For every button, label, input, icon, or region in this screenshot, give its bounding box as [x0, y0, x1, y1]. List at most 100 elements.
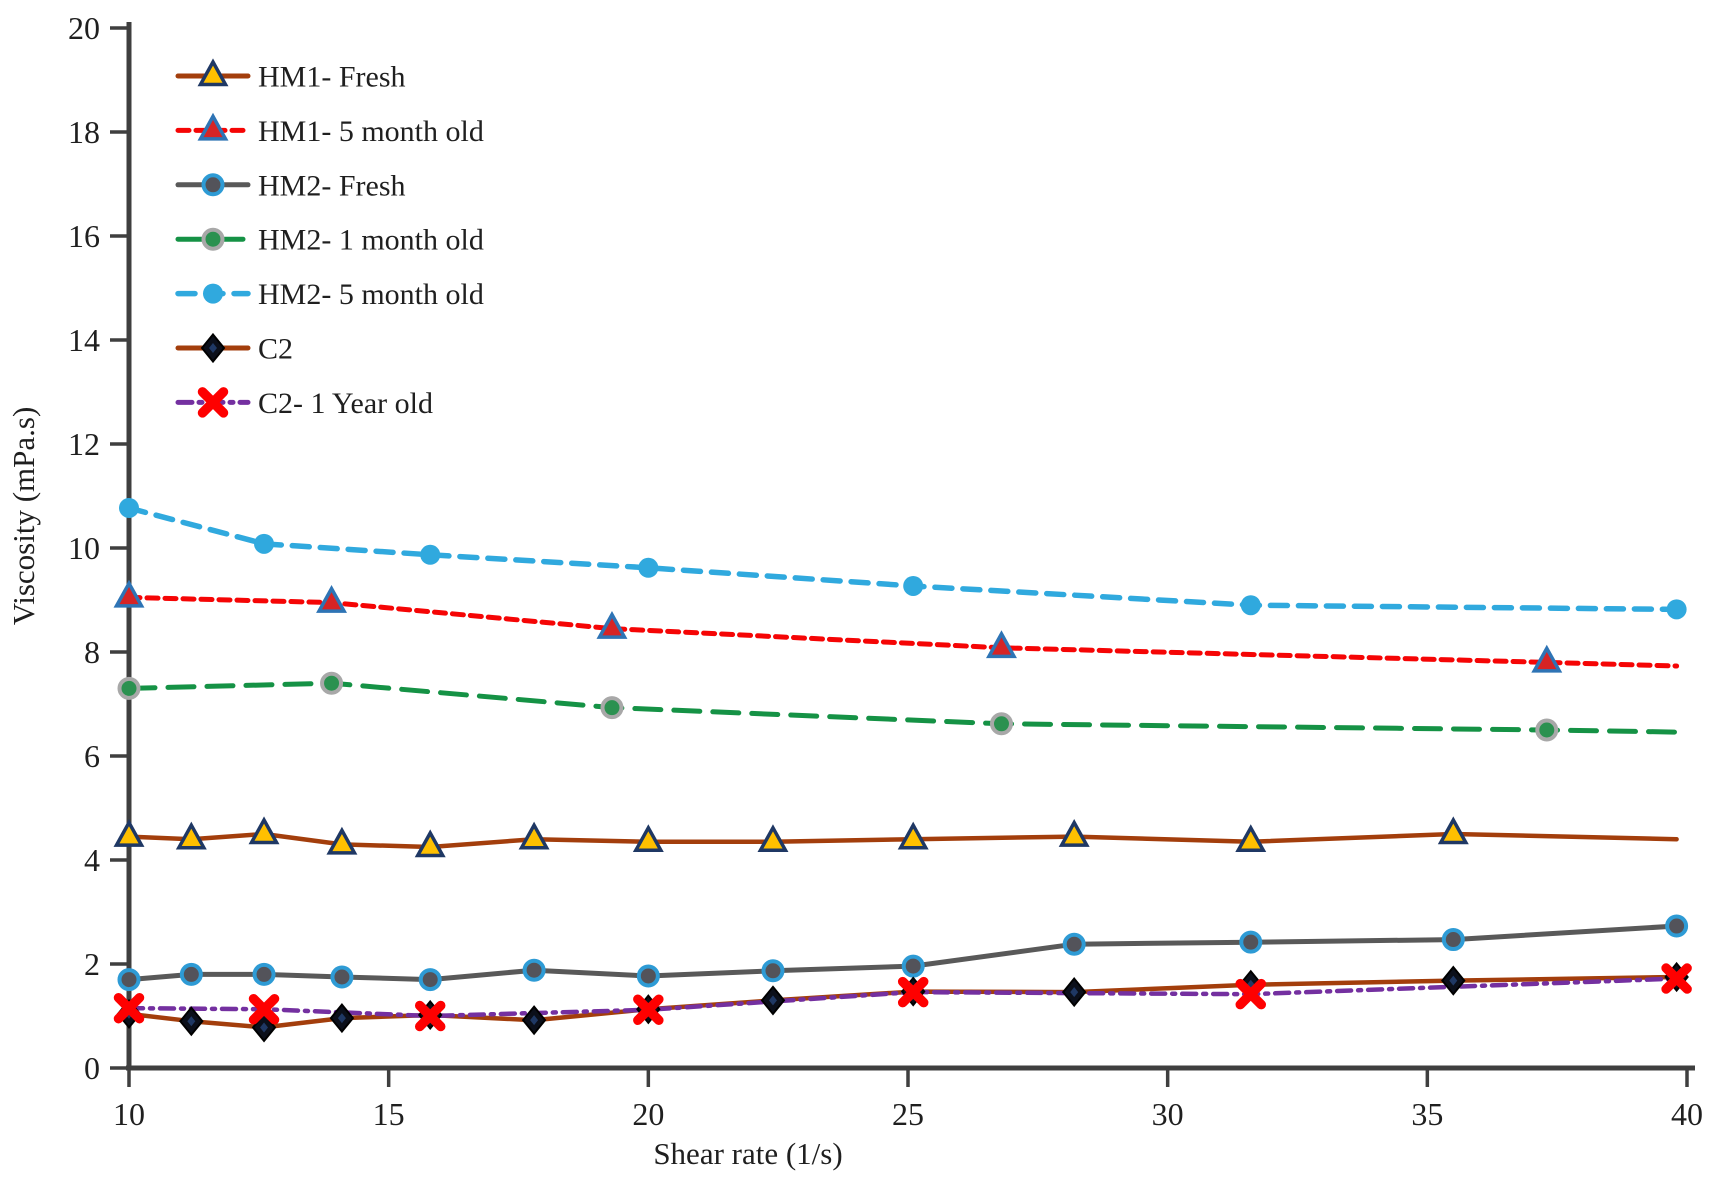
- legend-label: HM2- 1 month old: [258, 224, 484, 257]
- triangle-marker: [197, 112, 229, 141]
- x-marker: [197, 387, 229, 418]
- circle-marker: [638, 557, 659, 578]
- circle-marker: [201, 227, 225, 251]
- diamond-marker-center: [1070, 987, 1079, 998]
- triangle-marker: [1531, 644, 1563, 673]
- triangle-marker: [326, 826, 358, 855]
- x-marker: [1235, 978, 1267, 1010]
- diamond-marker-center: [1449, 975, 1458, 986]
- legend: HM1- Fresh HM1- 5 month old HM2- Fresh HM2-…: [175, 58, 484, 420]
- triangle-marker: [757, 824, 789, 853]
- triangle-marker: [175, 821, 207, 850]
- series-markers-layer: [113, 497, 1692, 1043]
- x-tick-label: 15: [373, 1096, 405, 1132]
- circle-marker: [901, 954, 925, 978]
- x-tick-label: 40: [1671, 1096, 1703, 1132]
- circle-marker: [254, 533, 275, 554]
- diamond-marker-center: [209, 343, 217, 353]
- legend-label: C2- 1 Year old: [258, 387, 433, 420]
- y-tick-label: 2: [84, 946, 100, 982]
- circle-marker: [636, 964, 660, 988]
- series-line-4: [126, 680, 1680, 735]
- triangle-marker: [1058, 818, 1090, 847]
- x-axis-title: Shear rate (1/s): [653, 1136, 842, 1171]
- circle-marker: [761, 959, 785, 983]
- circle-marker: [989, 712, 1013, 736]
- circle-marker: [1666, 599, 1687, 620]
- legend-label: HM2- Fresh: [258, 169, 406, 202]
- y-axis-title: Viscosity (mPa.s): [6, 407, 41, 626]
- circle-marker: [522, 958, 546, 982]
- circle-marker: [903, 575, 924, 596]
- triangle-marker: [596, 610, 628, 639]
- circle-marker: [1441, 928, 1465, 952]
- legend-item: HM1- Fresh: [175, 58, 406, 94]
- x-marker: [248, 993, 280, 1025]
- circle-marker: [1239, 930, 1263, 954]
- circle-marker: [1665, 914, 1689, 938]
- triangle-marker: [986, 630, 1017, 659]
- circle-marker: [201, 173, 225, 197]
- x-marker: [897, 976, 929, 1008]
- y-tick-label: 10: [68, 530, 100, 566]
- circle-marker: [600, 696, 624, 720]
- circle-marker: [330, 965, 354, 989]
- circle-marker: [117, 676, 141, 700]
- triangle-marker: [197, 58, 229, 87]
- circle-marker: [179, 962, 203, 986]
- circle-marker: [1240, 595, 1261, 616]
- legend-item: C2: [175, 333, 293, 366]
- series-line-5: [126, 505, 1680, 613]
- diamond-marker-center: [260, 1022, 269, 1033]
- y-tick-label: 18: [68, 114, 100, 150]
- circle-marker: [420, 544, 441, 565]
- triangle-marker: [113, 818, 145, 847]
- circle-marker: [119, 497, 139, 518]
- x-tick-label: 20: [632, 1096, 664, 1132]
- triangle-marker: [414, 829, 446, 858]
- legend-label: HM1- 5 month old: [258, 115, 484, 148]
- circle-marker: [1062, 932, 1086, 956]
- series-lines-layer: [126, 505, 1680, 1030]
- y-tick-label: 6: [84, 738, 100, 774]
- y-tick-label: 8: [84, 634, 100, 670]
- triangle-marker: [1437, 816, 1469, 845]
- legend-label: HM1- Fresh: [258, 61, 406, 94]
- legend-item: HM2- 5 month old: [175, 278, 484, 311]
- x-tick-label: 10: [113, 1096, 145, 1132]
- circle-marker: [203, 283, 223, 304]
- x-tick-label: 35: [1411, 1096, 1443, 1132]
- triangle-marker: [316, 584, 348, 613]
- diamond-marker-center: [187, 1016, 196, 1027]
- triangle-marker: [248, 816, 280, 845]
- triangle-marker: [518, 821, 550, 850]
- x-marker: [113, 992, 145, 1024]
- legend-item: HM1- 5 month old: [175, 112, 484, 148]
- triangle-marker: [113, 579, 145, 608]
- circle-marker: [320, 671, 344, 695]
- y-tick-label: 14: [68, 322, 100, 358]
- y-tick-label: 16: [68, 218, 100, 254]
- triangle-marker: [632, 824, 664, 853]
- legend-item: HM2- 1 month old: [175, 224, 484, 257]
- diamond-marker-center: [768, 995, 777, 1006]
- legend-label: C2: [258, 333, 293, 366]
- triangle-marker: [1235, 824, 1267, 853]
- diamond-marker-center: [337, 1013, 346, 1024]
- series-line-2: [126, 594, 1680, 669]
- circle-marker: [1535, 718, 1559, 742]
- circle-marker: [252, 962, 276, 986]
- y-tick-label: 0: [84, 1050, 100, 1086]
- x-tick-label: 25: [892, 1096, 924, 1132]
- x-marker: [633, 994, 664, 1026]
- legend-label: HM2- 5 month old: [258, 278, 484, 311]
- legend-item: HM2- Fresh: [175, 169, 406, 202]
- y-tick-label: 4: [84, 842, 100, 878]
- circle-marker: [418, 968, 442, 992]
- x-tick-label: 30: [1152, 1096, 1184, 1132]
- triangle-marker: [897, 821, 929, 850]
- diamond-marker-center: [530, 1015, 539, 1026]
- circle-marker: [117, 968, 141, 992]
